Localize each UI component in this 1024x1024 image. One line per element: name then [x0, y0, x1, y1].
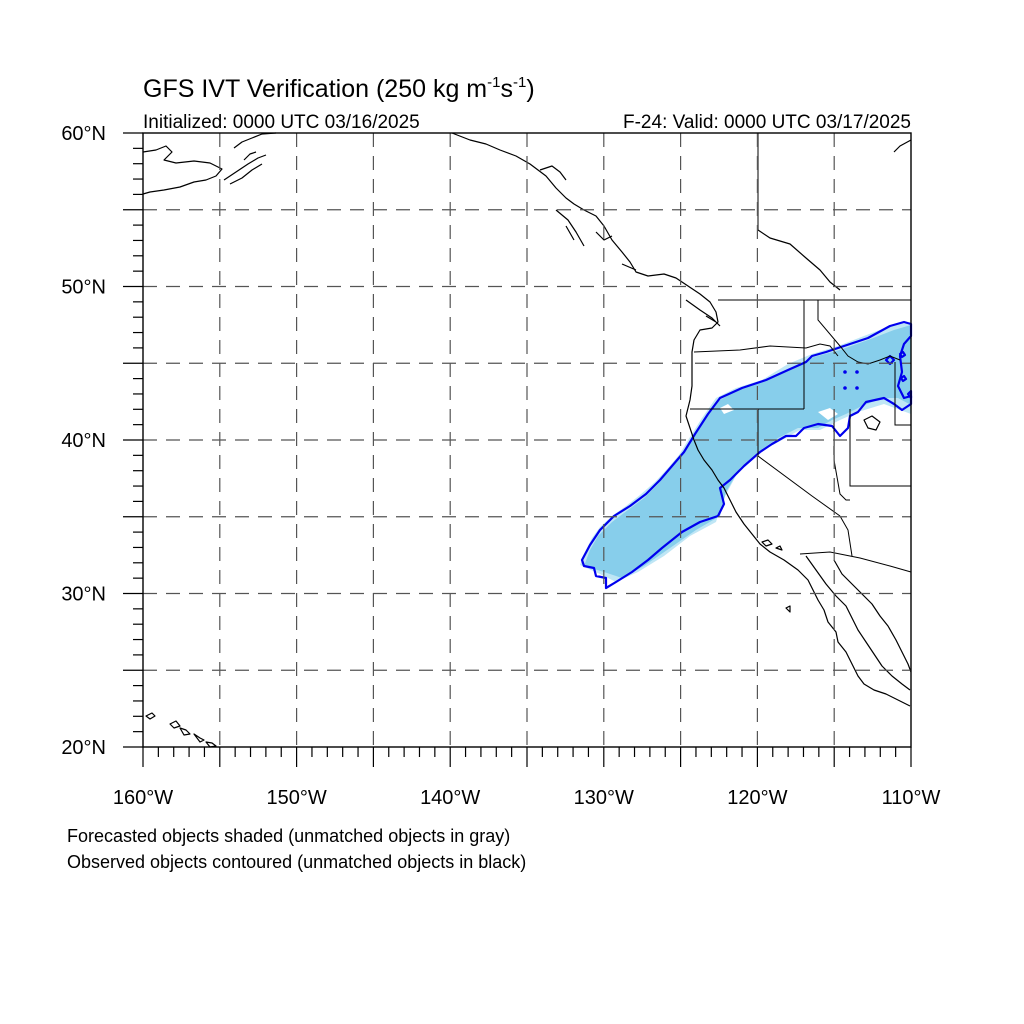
observed-dot-2 [855, 370, 859, 374]
lon-tick-label: 130°W [574, 787, 634, 809]
coastline-bering [142, 145, 223, 195]
observed-dot-4 [855, 386, 859, 390]
observed-small-contour-3 [899, 374, 908, 383]
coastline-channel-islands [761, 539, 791, 613]
great-salt-lake [863, 415, 881, 431]
border-az [839, 515, 853, 557]
axis-ticks [123, 132, 912, 767]
footnote-observed: Observed objects contoured (unmatched ob… [67, 852, 526, 872]
border-idaho [803, 300, 901, 409]
lat-tick-label: 30°N [61, 584, 106, 606]
forecast-objects [580, 322, 911, 582]
lat-tick-label: 50°N [61, 277, 106, 299]
axis-tick-labels: 60°N 50°N 40°N 30°N 20°N 160°W 150°W 140°W 130°W… [61, 123, 940, 809]
lat-tick-label: 60°N [61, 123, 106, 145]
border-wyoming [894, 362, 911, 426]
lat-tick-label: 20°N [61, 737, 106, 759]
coastline-hudson [757, 139, 912, 291]
gridlines [143, 133, 911, 747]
observed-small-contour-2 [898, 350, 907, 359]
border-utah-east [849, 409, 911, 487]
lon-tick-label: 150°W [266, 787, 326, 809]
lon-tick-label: 160°W [113, 787, 173, 809]
lon-tick-label: 110°W [882, 787, 941, 809]
observed-dot-3 [843, 386, 847, 390]
coastlines [142, 132, 912, 748]
valid-time-label: F-24: Valid: 0000 UTC 03/17/2025 [623, 112, 911, 133]
coastline-hawaii [145, 712, 217, 748]
lat-tick-label: 40°N [61, 430, 106, 452]
observed-dot-1 [843, 370, 847, 374]
coastline-gulf-of-california [833, 559, 912, 673]
border-nevada-utah [833, 409, 850, 501]
initialized-label: Initialized: 0000 UTC 03/16/2025 [143, 112, 420, 133]
coastline-bc-inlets [539, 165, 721, 327]
border-us-mexico [799, 551, 912, 573]
footnote-forecast: Forecasted objects shaded (unmatched obj… [67, 826, 510, 846]
lon-tick-label: 120°W [727, 787, 787, 809]
coastline-gulf-of-alaska [451, 132, 911, 707]
forecast-hole-1 [818, 408, 838, 420]
forecast-object-main [584, 325, 911, 578]
border-wa-or [693, 343, 839, 357]
lon-tick-label: 140°W [420, 787, 480, 809]
coastline-alaska-peninsula [223, 132, 277, 185]
map-title: GFS IVT Verification (250 kg m-1s-1) [143, 74, 535, 103]
coastline-baja [805, 555, 911, 691]
